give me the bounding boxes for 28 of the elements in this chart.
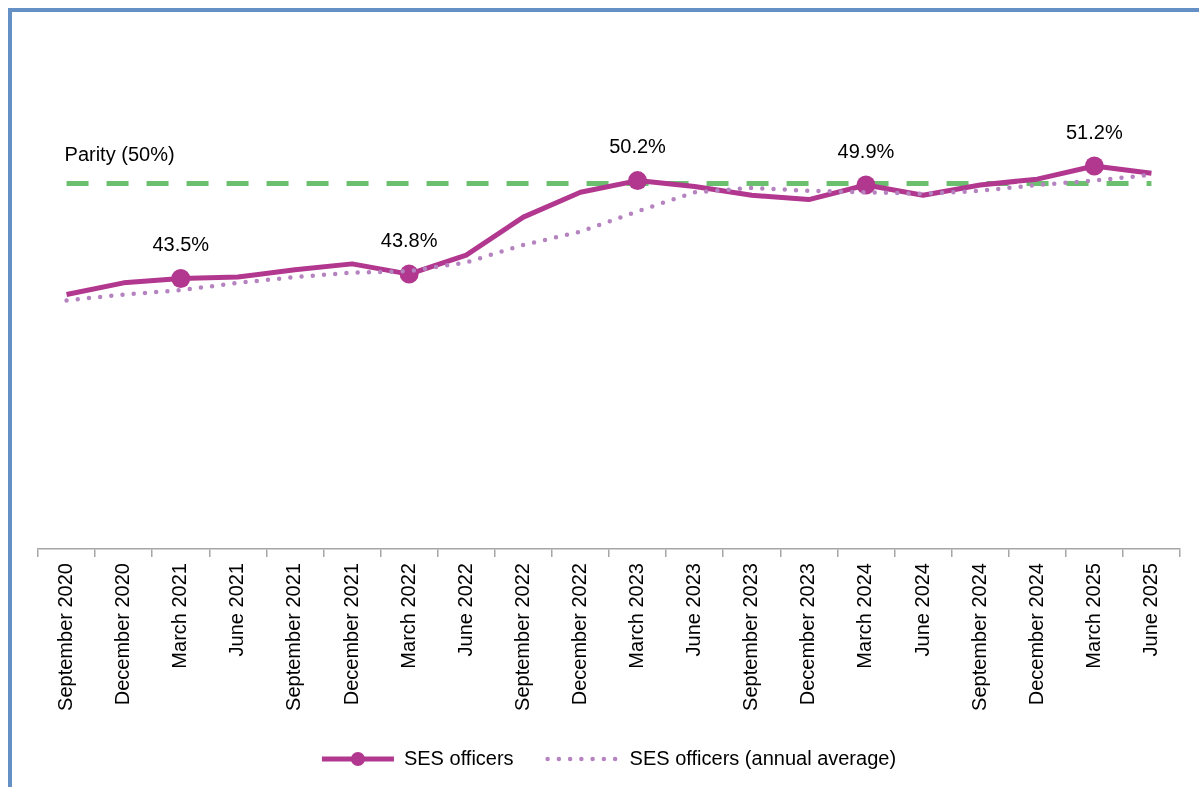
x-tick-label: June 2021 xyxy=(225,563,248,657)
x-tick-label: March 2025 xyxy=(1081,563,1104,669)
x-tick-label: June 2022 xyxy=(453,563,476,657)
x-tick-label: March 2022 xyxy=(396,563,419,669)
x-tick-label: September 2020 xyxy=(54,563,77,711)
data-label: 49.9% xyxy=(837,139,895,162)
x-tick-label: September 2023 xyxy=(739,563,762,711)
x-tick-label: December 2023 xyxy=(796,563,819,706)
ref-line-label: Parity (50%) xyxy=(64,143,175,166)
x-tick-label: June 2023 xyxy=(682,563,705,657)
x-tick-label: March 2024 xyxy=(853,563,876,669)
x-tick-label: December 2022 xyxy=(567,563,590,706)
x-tick-label: March 2023 xyxy=(625,563,648,669)
x-tick-label: December 2021 xyxy=(339,563,362,706)
x-tick-label: September 2024 xyxy=(967,563,990,711)
data-label: 51.2% xyxy=(1065,120,1123,143)
data-label: 43.5% xyxy=(152,232,210,255)
x-tick-label: June 2025 xyxy=(1138,563,1161,657)
x-tick-label: June 2024 xyxy=(910,563,933,657)
legend-label: SES officers xyxy=(403,746,514,769)
x-tick-label: March 2021 xyxy=(168,563,191,669)
data-label: 43.8% xyxy=(380,228,438,251)
legend-label: SES officers (annual average) xyxy=(629,746,897,769)
x-tick-label: September 2021 xyxy=(282,563,305,711)
data-label: 50.2% xyxy=(609,135,667,158)
x-tick-label: December 2020 xyxy=(111,563,134,706)
x-tick-label: December 2024 xyxy=(1024,563,1047,706)
x-tick-label: September 2022 xyxy=(510,563,533,711)
